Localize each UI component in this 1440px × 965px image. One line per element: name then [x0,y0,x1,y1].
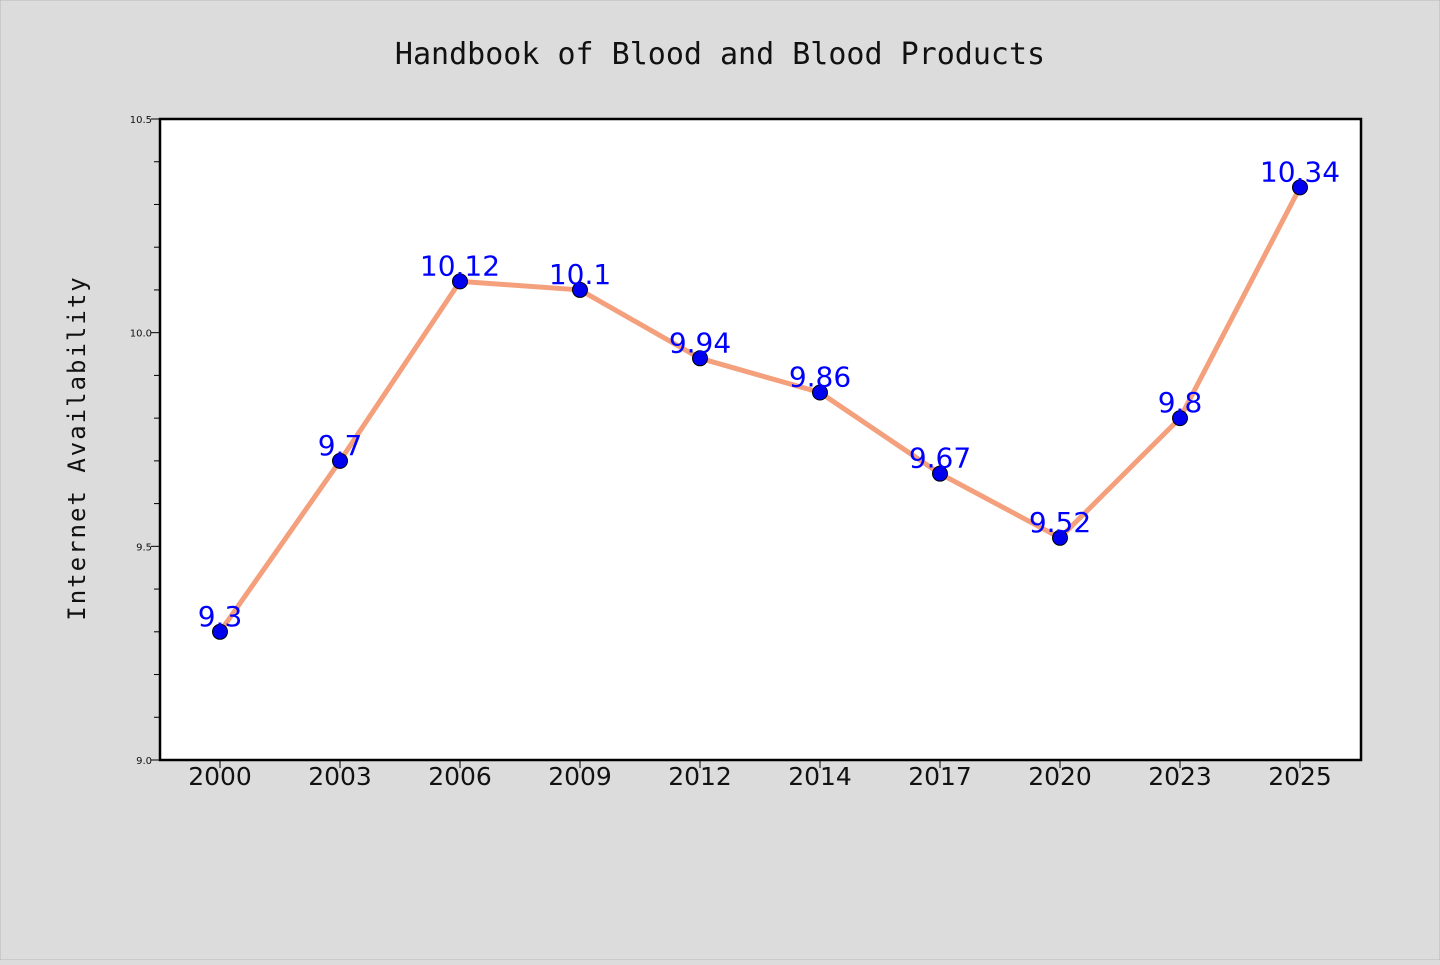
x-tick-label: 2025 [1268,762,1332,791]
x-tick-label: 2012 [668,762,732,791]
data-label-layer: 9.3 9.7 10.12 10.1 9.94 9.86 9.67 9.52 9.8 10.34 [198,155,1340,632]
x-tick-label: 2020 [1028,762,1092,791]
data-label: 9.67 [909,442,971,475]
data-point [1052,529,1068,546]
axis-layer: 9.0 9.5 10.0 10.5 2000 2003 2006 2009 2012 2014 20… [130,115,1332,791]
series-layer [212,179,1308,640]
y-tick-label: 9.5 [136,542,152,553]
series-line [217,184,1303,635]
data-point [572,281,588,298]
data-point [452,273,468,290]
data-point [1292,179,1308,196]
y-tick-label: 9.0 [136,756,152,767]
data-label: 9.3 [198,600,243,633]
data-label: 9.86 [789,360,851,393]
data-point [812,384,828,401]
chart-title: Handbook of Blood and Blood Products [395,37,1045,72]
x-tick-label: 2009 [548,762,612,791]
y-tick-label: 10.0 [130,329,152,340]
data-point [692,350,708,367]
data-point [332,452,348,469]
y-axis-label: Internet Availability [63,275,91,620]
data-label: 9.52 [1029,506,1091,539]
x-tick-label: 2023 [1148,762,1212,791]
y-tick-label: 10.5 [130,115,152,126]
x-tick-label: 2014 [788,762,852,791]
data-label: 9.8 [1158,386,1203,419]
x-tick-label: 2000 [188,762,252,791]
data-point [1172,410,1188,427]
data-label: 10.12 [420,249,500,282]
data-point [212,623,228,640]
data-label: 9.7 [318,429,363,462]
data-point [932,465,948,482]
data-label: 9.94 [669,326,731,359]
x-tick-label: 2003 [308,762,372,791]
data-label: 10.1 [549,258,611,291]
data-label: 10.34 [1260,155,1340,188]
x-tick-label: 2017 [908,762,972,791]
x-tick-label: 2006 [428,762,492,791]
